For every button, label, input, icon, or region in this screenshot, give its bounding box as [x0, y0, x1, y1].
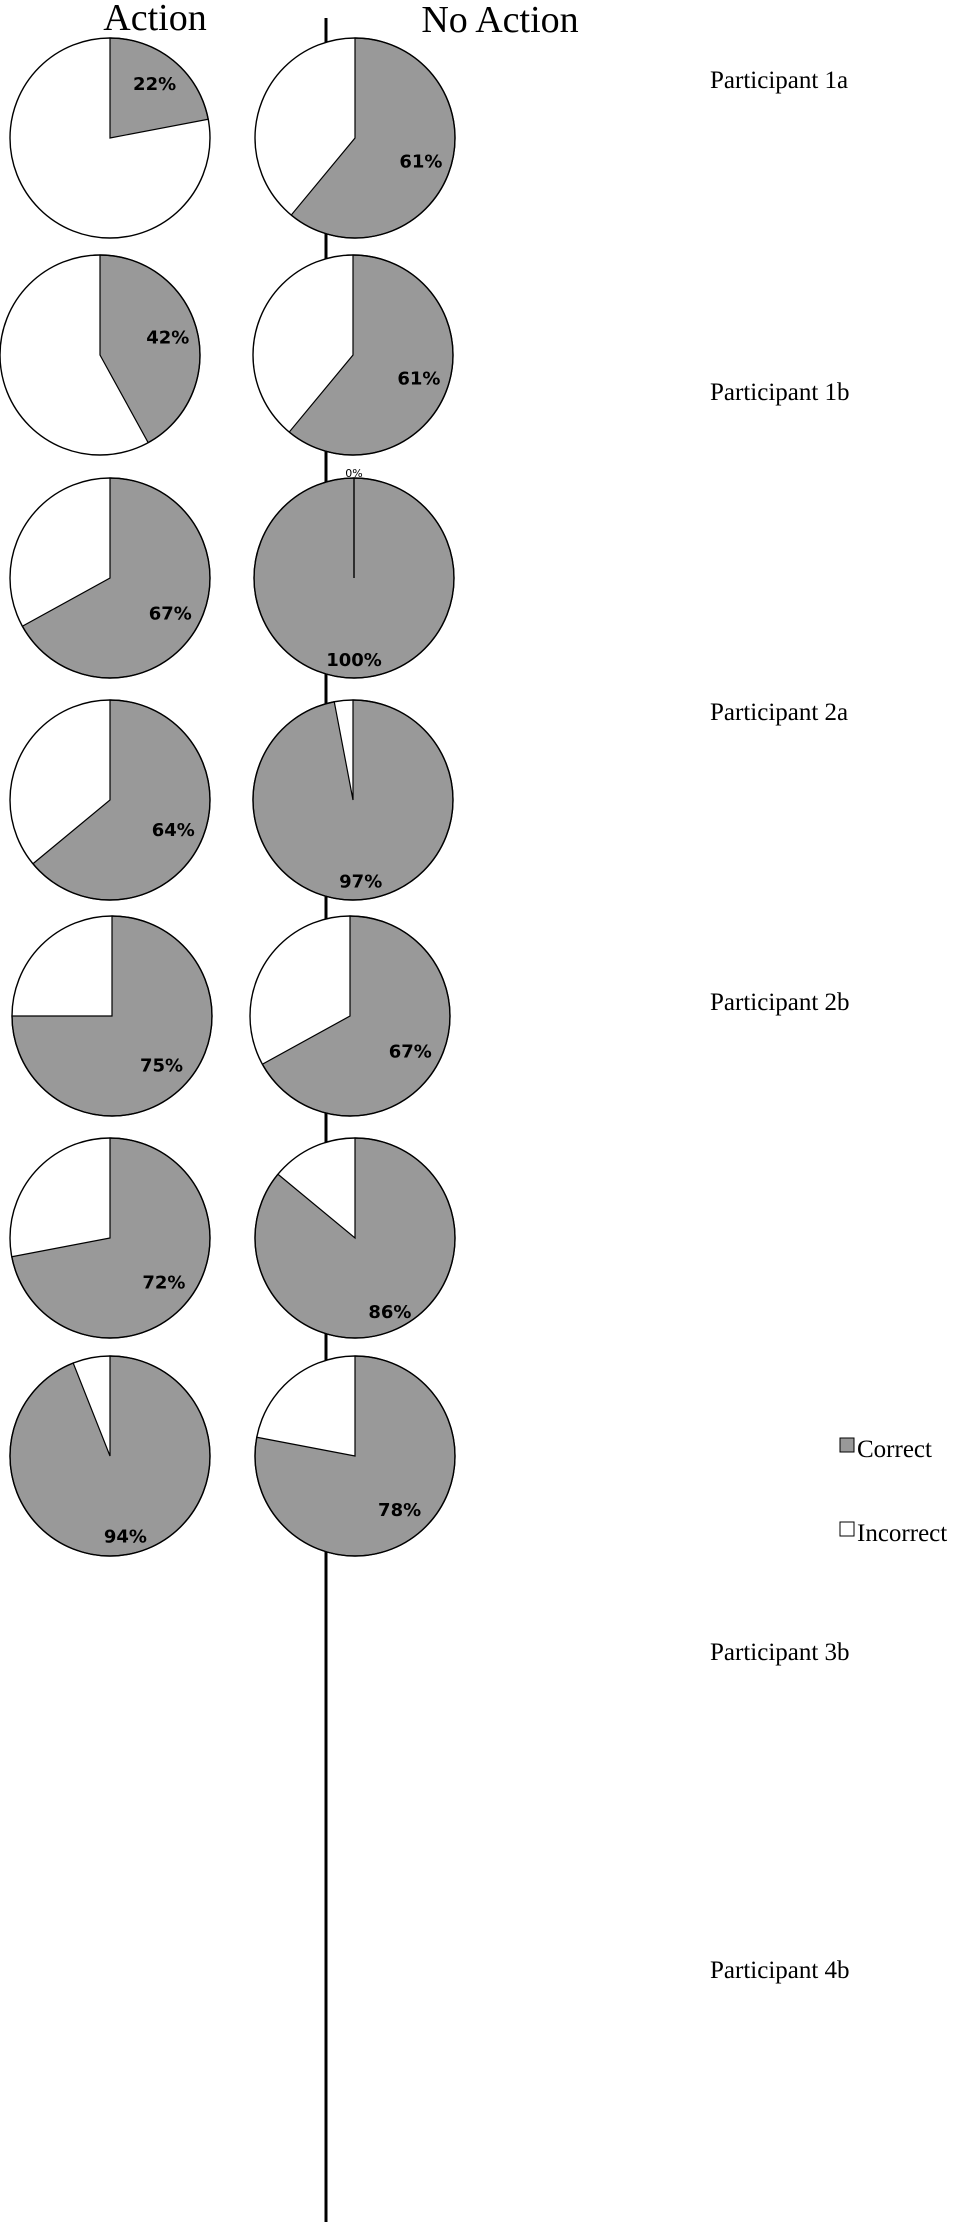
row-2-action-pie: 42%	[0, 254, 201, 456]
row-4-no-action-slice-correct	[252, 699, 454, 901]
row-label-3: Participant 2a	[710, 699, 848, 726]
row-2-no-action-outline	[252, 254, 454, 456]
row-1-action-pie: 22%	[9, 37, 211, 239]
row-7-no-action-pie: 78%	[254, 1355, 456, 1557]
row-2-action-outline	[0, 254, 201, 456]
row-6-no-action-pie: 86%	[254, 1137, 456, 1339]
row-3-no-action-pie: 100% 0%	[253, 467, 455, 679]
column-title-no-action: No Action	[421, 0, 578, 41]
row-3-action-outline	[9, 477, 211, 679]
row-label-6: Participant 3b	[710, 1639, 850, 1666]
row-4-action-outline	[9, 699, 211, 901]
row-1-action-outline	[9, 37, 211, 239]
row-2-action-data-label: 42%	[146, 328, 189, 349]
row-5-action-pie: 75%	[11, 915, 213, 1117]
row-4-no-action-outline	[252, 699, 454, 901]
row-1-no-action-outline	[254, 37, 456, 239]
row-5-no-action-pie: 67%	[249, 915, 451, 1117]
row-1-action-data-label: 22%	[133, 74, 176, 95]
row-2-no-action-pie: 61%	[252, 254, 454, 456]
row-1-no-action-data-label: 61%	[399, 152, 442, 173]
row-6-action-data-label: 72%	[142, 1273, 185, 1294]
legend-label-correct: Correct	[857, 1436, 932, 1463]
row-4-no-action-pie: 97%	[252, 699, 454, 901]
row-4-action-pie: 64%	[9, 699, 211, 901]
row-6-action-outline	[9, 1137, 211, 1339]
row-5-action-outline	[11, 915, 213, 1117]
row-label-4: Participant 2b	[710, 989, 850, 1016]
row-7-no-action-data-label: 78%	[378, 1500, 421, 1521]
pies-group: 22% 61% 42% 61% 67% 100% 0% 64% 97% 75% 67% 72% 86% 9…	[0, 37, 456, 1557]
row-6-no-action-outline	[254, 1137, 456, 1339]
legend-label-incorrect: Incorrect	[857, 1520, 947, 1547]
row-label-1: Participant 1a	[710, 67, 848, 94]
row-7-action-pie: 94%	[9, 1355, 211, 1557]
row-6-action-pie: 72%	[9, 1137, 211, 1339]
row-4-action-data-label: 64%	[152, 820, 195, 841]
legend-swatch-incorrect	[839, 1521, 855, 1537]
row-3-action-pie: 67%	[9, 477, 211, 679]
row-3-action-data-label: 67%	[149, 604, 192, 625]
row-4-no-action-data-label: 97%	[339, 872, 382, 893]
row-3-no-action-incorrect-data-label: 0%	[345, 467, 362, 480]
row-7-action-outline	[9, 1355, 211, 1557]
row-5-action-data-label: 75%	[140, 1056, 183, 1077]
row-2-no-action-data-label: 61%	[397, 369, 440, 390]
row-1-no-action-pie: 61%	[254, 37, 456, 239]
row-7-no-action-outline	[254, 1355, 456, 1557]
row-7-action-data-label: 94%	[104, 1527, 147, 1548]
row-label-2: Participant 1b	[710, 379, 850, 406]
row-labels-group: Participant 1a Participant 1b Participant …	[710, 67, 850, 1984]
row-5-no-action-outline	[249, 915, 451, 1117]
row-label-7: Participant 4b	[710, 1957, 850, 1984]
legend-swatch-correct	[839, 1437, 855, 1453]
legend: Correct Incorrect	[839, 1436, 947, 1547]
row-6-no-action-data-label: 86%	[368, 1302, 411, 1323]
column-title-action: Action	[103, 0, 206, 39]
row-3-no-action-data-label: 100%	[326, 650, 382, 671]
row-5-no-action-data-label: 67%	[389, 1042, 432, 1063]
